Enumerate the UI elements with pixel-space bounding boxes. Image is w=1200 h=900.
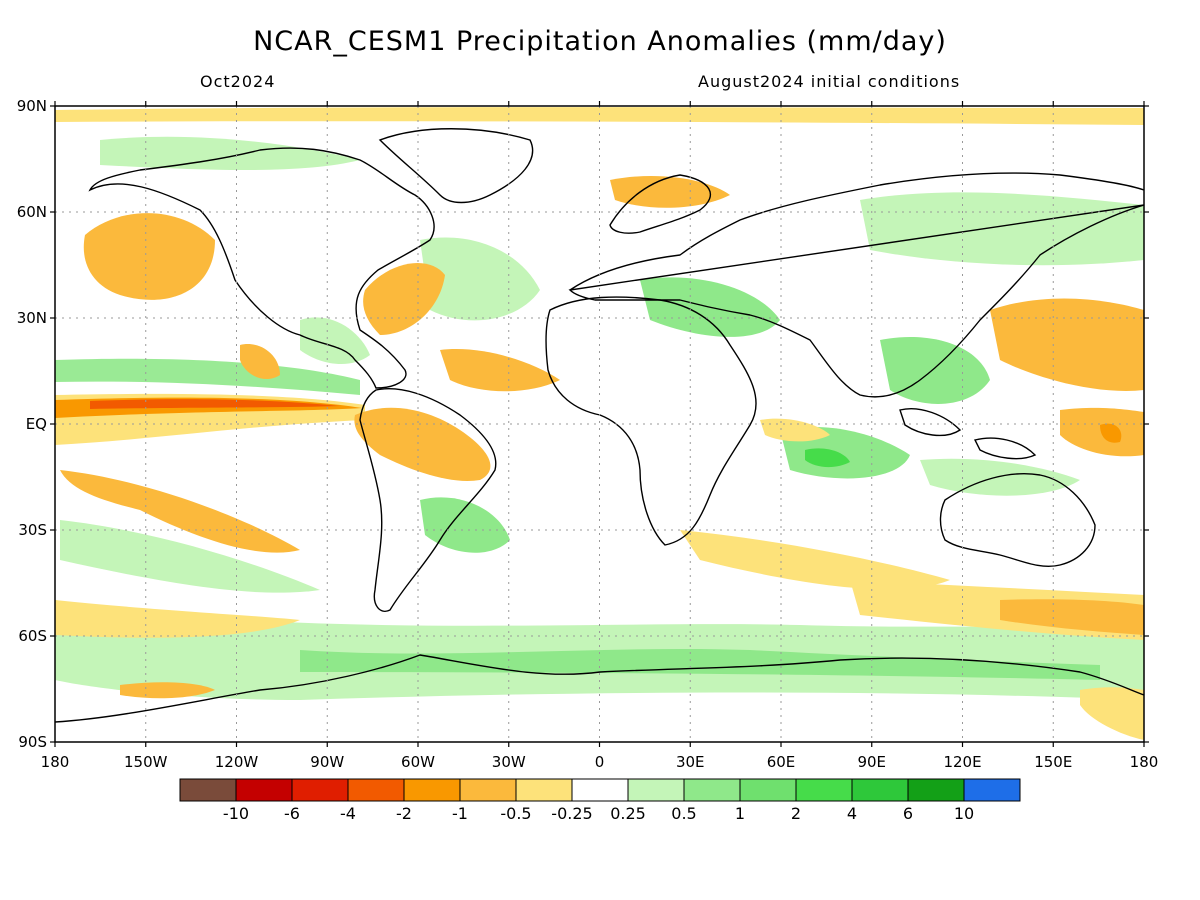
dry-anomaly-region xyxy=(363,263,445,335)
lat-label: 30S xyxy=(18,521,47,539)
lon-label: 60W xyxy=(401,753,435,771)
colorbar-swatch xyxy=(627,778,685,802)
dry-anomaly-region xyxy=(440,349,560,392)
dry-anomaly-region xyxy=(680,530,950,590)
lat-label: 60S xyxy=(18,627,47,645)
lon-label: 150E xyxy=(1034,753,1072,771)
dry-anomaly-region xyxy=(90,399,340,409)
wet-anomaly-region xyxy=(920,458,1080,496)
colorbar-swatch xyxy=(235,778,293,802)
lon-label: 30W xyxy=(492,753,526,771)
dry-anomaly-region xyxy=(990,298,1144,391)
lat-label: 30N xyxy=(17,309,47,327)
colorbar-label: 6 xyxy=(903,804,913,823)
colorbar-swatch xyxy=(963,778,1021,802)
colorbar-swatch xyxy=(571,778,629,802)
colorbar-label: 0.25 xyxy=(610,804,646,823)
wet-anomaly-region xyxy=(300,317,370,365)
colorbar-label: -1 xyxy=(452,804,468,823)
wet-anomaly-region xyxy=(55,358,360,395)
eurasia-outline xyxy=(568,172,1144,398)
color-bar: -10 -6 -4 -2 -1 -0.5 -0.25 0.25 0.5 1 2 4 6 10 xyxy=(179,778,1021,823)
graticule xyxy=(55,106,1144,742)
wet-anomaly-region xyxy=(300,648,1100,680)
dry-anomaly-region xyxy=(610,175,730,208)
colorbar-swatch xyxy=(515,778,573,802)
australia-outline xyxy=(939,473,1096,567)
colorbar-label: 4 xyxy=(847,804,857,823)
wet-anomaly-region xyxy=(420,237,540,321)
wet-anomaly-region xyxy=(420,497,510,553)
colorbar-swatch xyxy=(459,778,517,802)
colorbar-label: 1 xyxy=(735,804,745,823)
dry-anomaly-region xyxy=(55,600,300,638)
lon-label: 90W xyxy=(310,753,344,771)
lon-label: 150W xyxy=(124,753,168,771)
colorbar-label: -0.25 xyxy=(551,804,592,823)
scandinavia-outline xyxy=(609,174,712,234)
wet-anomaly-region xyxy=(880,336,990,404)
maritime-islands-outline xyxy=(899,408,1037,460)
colorbar-swatch xyxy=(347,778,405,802)
colorbar-label: -4 xyxy=(340,804,356,823)
colorbar-label: -10 xyxy=(223,804,249,823)
dry-anomaly-region xyxy=(1080,687,1144,740)
colorbar-swatch xyxy=(683,778,741,802)
dry-anomaly-region xyxy=(1100,423,1122,443)
lon-label: 180 xyxy=(1130,753,1159,771)
axis-ticks: 90N 60N 30N EQ 30S 60S 90S 180 150W 120W 90W 60W 30W… xyxy=(17,97,1159,771)
lon-label: 30E xyxy=(676,753,705,771)
colorbar-swatch xyxy=(403,778,461,802)
lat-label: EQ xyxy=(26,415,47,433)
dry-anomaly-region xyxy=(1000,599,1144,635)
wet-anomaly-region xyxy=(860,192,1144,266)
colorbar-swatch xyxy=(795,778,853,802)
colorbar-swatch xyxy=(907,778,965,802)
dry-anomaly-region xyxy=(120,682,215,699)
colorbar-swatch xyxy=(851,778,909,802)
colorbar-label: -2 xyxy=(396,804,412,823)
colorbar-label: -0.5 xyxy=(500,804,531,823)
lon-label: 120W xyxy=(215,753,259,771)
forecast-month: Oct2024 xyxy=(200,72,276,91)
dry-anomaly-region xyxy=(240,344,280,380)
lon-label: 0 xyxy=(595,753,605,771)
dry-anomaly-region xyxy=(60,470,300,553)
lat-label: 90N xyxy=(17,97,47,115)
wet-anomaly-region xyxy=(805,448,850,468)
dry-anomaly-region xyxy=(354,407,491,481)
africa-outline xyxy=(545,296,757,546)
dry-anomaly-region xyxy=(760,418,830,442)
coastlines xyxy=(55,128,1144,723)
colorbar-label: 0.5 xyxy=(671,804,696,823)
greenland-outline xyxy=(378,128,534,204)
colorbar-swatch xyxy=(291,778,349,802)
wet-anomaly-region xyxy=(100,136,360,170)
lat-label: 90S xyxy=(18,733,47,751)
colorbar-label: -6 xyxy=(284,804,300,823)
lon-label: 120E xyxy=(943,753,981,771)
wet-anomaly-region xyxy=(60,520,320,593)
north-america-outline xyxy=(88,147,435,389)
south-america-outline xyxy=(359,388,497,612)
initial-conditions: August2024 initial conditions xyxy=(698,72,961,91)
dry-anomaly-region xyxy=(55,107,1144,125)
colorbar-swatch xyxy=(179,778,237,802)
lon-label: 60E xyxy=(767,753,796,771)
antarctica-outline xyxy=(55,654,1144,723)
colorbar-label: 10 xyxy=(954,804,974,823)
lon-label: 180 xyxy=(41,753,70,771)
lat-label: 60N xyxy=(17,203,47,221)
colorbar-label: 2 xyxy=(791,804,801,823)
colorbar-swatch xyxy=(739,778,797,802)
dry-anomaly-region xyxy=(83,213,215,300)
map-title: NCAR_CESM1 Precipitation Anomalies (mm/d… xyxy=(253,26,947,57)
lon-label: 90E xyxy=(857,753,886,771)
anomaly-field xyxy=(55,107,1144,740)
